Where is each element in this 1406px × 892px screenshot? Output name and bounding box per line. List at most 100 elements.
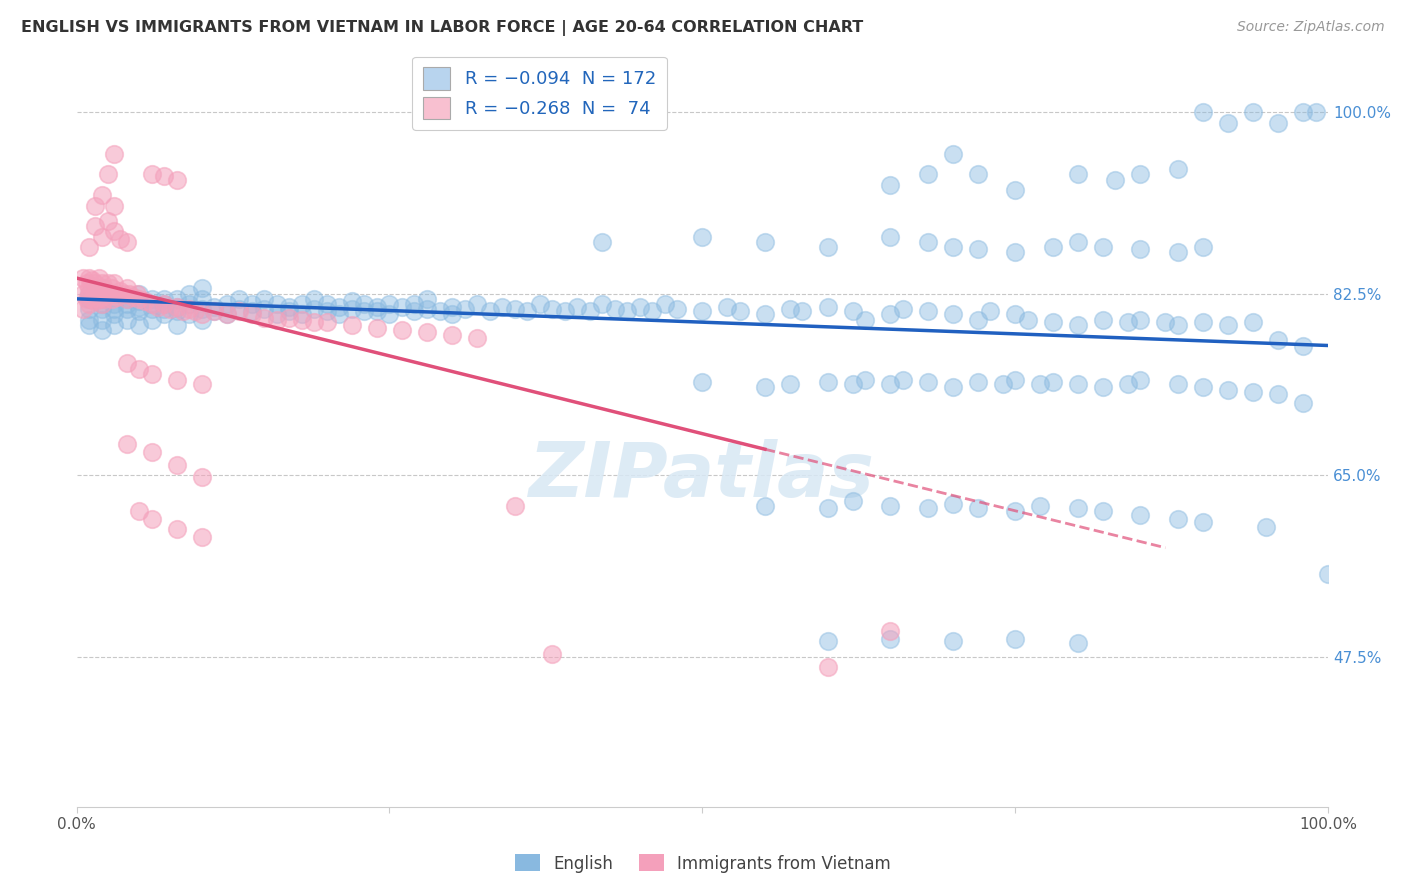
Point (1067, 376, 1090, 391)
Point (1167, 376, 1189, 391)
Point (128, 304, 150, 318)
Point (979, 304, 1001, 318)
Point (779, 302, 801, 317)
Point (128, 300, 150, 314)
Point (1129, 168, 1152, 182)
Point (1216, 383, 1239, 397)
Point (97, 214, 120, 228)
Point (1067, 501, 1090, 516)
Point (90, 323, 112, 337)
Point (166, 318, 188, 332)
Point (692, 229, 714, 244)
Point (891, 373, 914, 387)
Point (917, 375, 939, 389)
Point (291, 312, 314, 326)
Point (391, 300, 413, 314)
Point (1042, 240, 1064, 254)
Point (77, 302, 100, 317)
Point (754, 307, 776, 321)
Legend: English, Immigrants from Vietnam: English, Immigrants from Vietnam (509, 847, 897, 880)
Point (328, 300, 350, 314)
Point (100, 281, 122, 295)
Point (80, 273, 103, 287)
Point (128, 293, 150, 308)
Point (942, 307, 965, 321)
Point (340, 293, 363, 308)
Point (1267, 115, 1289, 129)
Point (416, 325, 439, 339)
Point (90, 292, 112, 306)
Point (441, 300, 464, 314)
Point (1004, 632, 1026, 646)
Point (103, 286, 125, 301)
Point (879, 632, 901, 646)
Point (817, 634, 839, 648)
Point (72, 271, 94, 285)
Point (141, 445, 163, 459)
Point (1067, 168, 1090, 182)
Point (315, 304, 337, 318)
Point (917, 235, 939, 249)
Point (76, 292, 98, 306)
Point (1292, 105, 1315, 120)
Point (228, 292, 250, 306)
Point (228, 304, 250, 318)
Point (966, 501, 988, 516)
Point (153, 169, 176, 184)
Point (97, 168, 120, 182)
Point (1216, 115, 1239, 129)
Point (1017, 312, 1039, 326)
Point (942, 380, 965, 394)
Point (942, 146, 965, 161)
Point (628, 300, 651, 314)
Point (942, 634, 965, 648)
Point (465, 331, 488, 345)
Point (128, 292, 150, 306)
Point (817, 240, 839, 254)
Point (754, 380, 776, 394)
Point (1042, 375, 1064, 389)
Point (112, 286, 135, 301)
Point (72, 302, 94, 317)
Point (891, 302, 914, 317)
Point (115, 302, 138, 317)
Point (90, 290, 112, 304)
Point (103, 286, 125, 301)
Point (603, 302, 626, 317)
Point (1004, 504, 1026, 518)
Point (115, 356, 138, 370)
Point (80, 292, 103, 306)
Point (72, 286, 94, 301)
Point (942, 240, 965, 254)
Point (166, 300, 188, 314)
Point (1267, 387, 1289, 401)
Point (716, 300, 738, 314)
Point (1167, 162, 1189, 177)
Point (1216, 318, 1239, 332)
Point (110, 232, 132, 246)
Point (453, 302, 475, 317)
Point (1104, 172, 1126, 186)
Point (792, 304, 814, 318)
Point (966, 168, 988, 182)
Point (1129, 312, 1152, 326)
Point (179, 286, 201, 301)
Point (404, 304, 426, 318)
Point (654, 297, 676, 311)
Point (754, 500, 776, 514)
Point (97, 286, 120, 301)
Point (166, 172, 188, 186)
Point (541, 302, 564, 317)
Text: ENGLISH VS IMMIGRANTS FROM VIETNAM IN LABOR FORCE | AGE 20-64 CORRELATION CHART: ENGLISH VS IMMIGRANTS FROM VIETNAM IN LA… (21, 20, 863, 36)
Point (202, 304, 225, 318)
Point (172, 304, 194, 318)
Point (115, 312, 138, 326)
Point (141, 367, 163, 381)
Point (1091, 504, 1114, 518)
Point (1004, 373, 1026, 387)
Point (879, 229, 901, 244)
Point (115, 235, 138, 249)
Point (240, 304, 263, 318)
Point (103, 224, 125, 238)
Point (240, 307, 263, 321)
